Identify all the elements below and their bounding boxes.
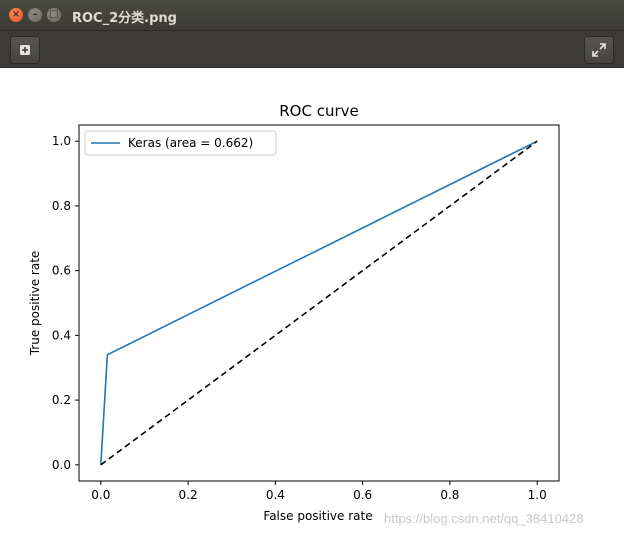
y-tick-label: 0.0: [52, 458, 71, 472]
chart-title: ROC curve: [279, 102, 359, 120]
window-title: ROC_2分类.png: [72, 11, 177, 26]
x-tick-label: 0.8: [440, 488, 459, 502]
x-tick-label: 0.6: [353, 488, 372, 502]
y-tick-label: 0.4: [52, 328, 71, 342]
toolbar: [0, 31, 624, 68]
minimize-window-button[interactable]: –: [28, 8, 42, 22]
maximize-window-button[interactable]: □: [47, 8, 61, 22]
y-axis-label: True positive rate: [28, 251, 42, 357]
close-icon: ×: [11, 9, 21, 20]
x-axis-label: False positive rate: [263, 509, 372, 523]
y-tick-label: 1.0: [52, 134, 71, 148]
y-tick-label: 0.8: [52, 199, 71, 213]
plot-area: ROC curve 0.0 0.2 0.4 0.6 0.8 1.0 0.0 0.2 0.4 0.6 0…: [0, 68, 624, 537]
y-tick-label: 0.2: [52, 393, 71, 407]
maximize-icon: □: [49, 9, 59, 20]
add-button[interactable]: [10, 36, 40, 64]
x-tick-label: 1.0: [528, 488, 547, 502]
fullscreen-button[interactable]: [584, 36, 614, 64]
x-tick-label: 0.2: [179, 488, 198, 502]
legend-label: Keras (area = 0.662): [128, 136, 253, 150]
y-tick-label: 0.6: [52, 264, 71, 278]
x-tick-label: 0.4: [266, 488, 285, 502]
minimize-icon: –: [32, 9, 38, 20]
add-icon: [20, 45, 30, 55]
x-tick-label: 0.0: [91, 488, 110, 502]
watermark: https://blog.csdn.net/qq_38410428: [384, 511, 584, 526]
title-bar: × – □ ROC_2分类.png: [0, 0, 624, 31]
series-line-baseline: [100, 140, 538, 466]
roc-chart: ROC curve 0.0 0.2 0.4 0.6 0.8 1.0 0.0 0.2 0.4 0.6 0…: [28, 102, 560, 523]
close-window-button[interactable]: ×: [9, 8, 23, 22]
fullscreen-icon: [592, 43, 606, 57]
series-line-keras: [100, 140, 538, 465]
legend-box: [84, 130, 277, 156]
axes-frame: [78, 124, 560, 482]
